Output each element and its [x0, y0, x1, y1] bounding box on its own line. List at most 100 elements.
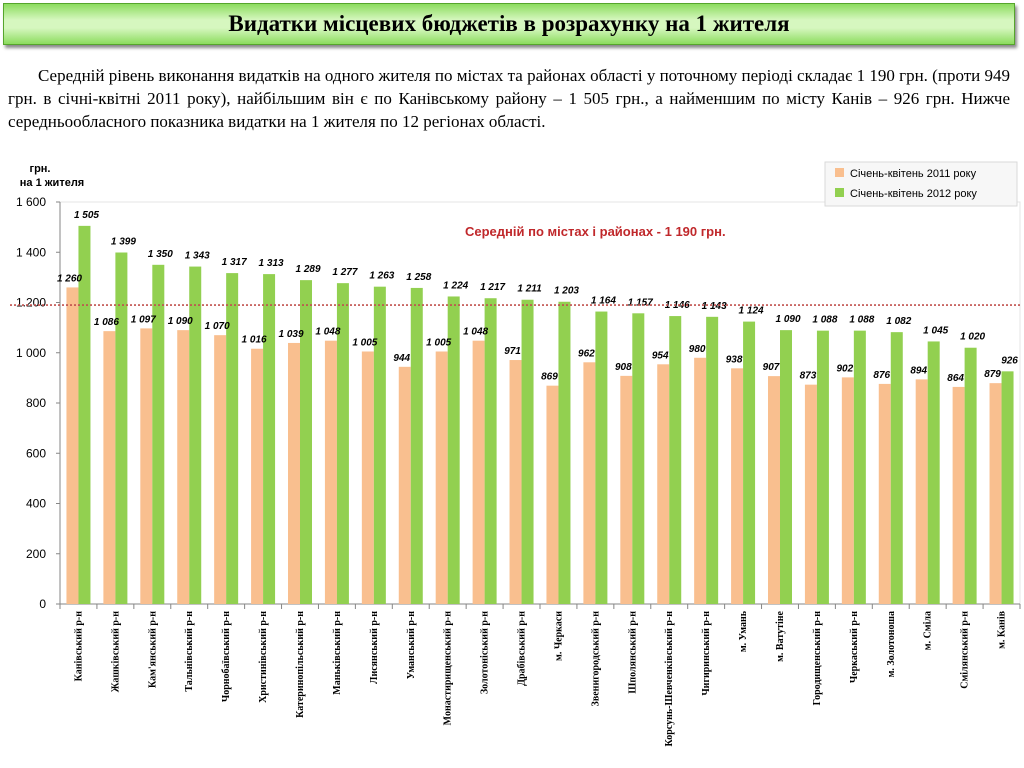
- plot-area: [59, 201, 1021, 605]
- category-label: Корсунь-Шевченківський р-н: [664, 611, 675, 747]
- bar-label-2011: 1 048: [463, 327, 488, 338]
- bar-2011: [177, 330, 190, 604]
- bar-2011: [214, 335, 227, 604]
- bar-2011: [731, 368, 744, 604]
- legend-label: Січень-квітень 2011 року: [850, 168, 977, 180]
- bar-2012: [780, 330, 792, 604]
- bar-label-2012: 1 217: [480, 282, 505, 293]
- bar-2011: [915, 379, 928, 604]
- bar-label-2012: 1 313: [259, 258, 284, 269]
- legend-swatch: [835, 188, 844, 197]
- bar-label-2011: 1 048: [315, 327, 340, 338]
- bar-2011: [251, 348, 264, 604]
- y-tick-label: 400: [26, 497, 46, 511]
- bar-label-2011: 980: [689, 344, 706, 355]
- bar-label-2011: 869: [541, 372, 558, 383]
- bar-2011: [66, 287, 79, 604]
- bar-2011: [989, 383, 1002, 604]
- y-tick-label: 1 600: [16, 195, 46, 209]
- y-axis-label-per-resident: на 1 жителя: [20, 177, 84, 189]
- bar-label-2012: 1 289: [295, 264, 320, 275]
- category-label: Драбівський р-н: [517, 611, 528, 686]
- bar-2011: [841, 377, 854, 604]
- bar-label-2012: 1 258: [406, 272, 431, 283]
- legend-label: Січень-квітень 2012 року: [850, 188, 977, 200]
- title-banner: Видатки місцевих бюджетів в розрахунку н…: [3, 3, 1015, 45]
- category-label: Катеринопільський р-н: [295, 611, 306, 718]
- category-label: Звенигородський р-н: [590, 611, 601, 707]
- bar-2011: [509, 360, 522, 604]
- category-label: Золотоніський р-н: [480, 611, 491, 694]
- legend: Січень-квітень 2011 року Січень-квітень 2…: [824, 161, 1018, 207]
- category-label: м. Золотоноша: [886, 611, 897, 677]
- category-label: Кам'янський р-н: [147, 611, 158, 688]
- bar-2011: [140, 328, 153, 604]
- category-label: м. Канів: [997, 610, 1008, 648]
- bar-2011: [546, 385, 559, 604]
- bar-label-2012: 1 350: [148, 249, 173, 260]
- bar-value-labels: 1 260 1 505 1 086 1 399 1 097 1 350 1 090 1 343…: [57, 210, 1018, 384]
- bar-2012: [632, 313, 645, 604]
- y-tick-label: 800: [26, 396, 46, 410]
- average-line-label: Середній по містах і районах - 1 190 грн…: [465, 224, 726, 239]
- y-tick-label: 0: [39, 597, 46, 611]
- bar-2012: [1001, 371, 1014, 604]
- bar-2011: [398, 366, 411, 604]
- y-tick-label: 600: [26, 446, 46, 460]
- bar-label-2012: 1 020: [960, 332, 985, 343]
- bar-2012: [226, 273, 239, 604]
- bar-2012: [595, 311, 608, 604]
- bar-label-2012: 1 088: [849, 315, 874, 326]
- bar-label-2012: 1 211: [517, 284, 542, 295]
- bar-2012: [558, 301, 571, 604]
- bar-label-2011: 907: [763, 362, 780, 373]
- bar-label-2012: 1 157: [628, 297, 653, 308]
- bar-label-2011: 908: [615, 362, 632, 373]
- bar-label-2011: 1 005: [352, 337, 377, 348]
- bar-2012: [890, 332, 903, 604]
- bar-2012: [706, 316, 719, 604]
- legend-swatch: [835, 168, 844, 177]
- bar-label-2011: 902: [837, 363, 854, 374]
- bar-label-2011: 944: [393, 353, 410, 364]
- y-tick-label: 200: [26, 547, 46, 561]
- bar-label-2011: 864: [947, 373, 964, 384]
- category-label: Лисянський р-н: [369, 611, 380, 684]
- category-label: м. Черкаси: [553, 611, 564, 661]
- description-paragraph: Середній рівень виконання видатків на од…: [8, 66, 1010, 131]
- bar-label-2011: 1 016: [242, 335, 267, 346]
- bar-label-2012: 1 317: [222, 257, 247, 268]
- bar-label-2012: 926: [1001, 355, 1018, 366]
- bar-2012: [152, 264, 165, 604]
- bar-2012: [78, 225, 91, 604]
- bar-label-2012: 1 143: [702, 301, 727, 312]
- bar-2011: [361, 351, 374, 604]
- category-label: Уманський р-н: [406, 611, 417, 679]
- bar-label-2012: 1 277: [332, 267, 357, 278]
- bar-label-2011: 962: [578, 348, 595, 359]
- bar-label-2011: 1 005: [426, 337, 451, 348]
- bar-2011: [620, 375, 633, 604]
- bar-label-2012: 1 263: [369, 271, 394, 282]
- bar-2011: [435, 351, 448, 604]
- bar-2011: [952, 386, 965, 604]
- bar-label-2012: 1 505: [74, 210, 99, 221]
- bar-2012: [410, 287, 423, 604]
- bar-2011: [657, 364, 670, 604]
- category-label: Городищенський р-н: [812, 611, 823, 706]
- category-label: Жашківський р-н: [110, 611, 121, 693]
- bar-2011: [878, 383, 891, 604]
- average-line-group: Середній по містах і районах - 1 190 грн…: [10, 224, 1020, 306]
- bar-2011: [324, 340, 337, 604]
- category-label: Тальнівський р-н: [184, 611, 195, 692]
- y-tick-label: 1 000: [16, 346, 46, 360]
- category-label: Маньківський р-н: [332, 611, 343, 695]
- bar-label-2011: 894: [910, 365, 927, 376]
- bar-2012: [115, 252, 128, 604]
- bar-label-2011: 879: [984, 369, 1001, 380]
- bar-2012: [927, 341, 940, 604]
- bar-label-2012: 1 045: [923, 325, 948, 336]
- bar-2011: [583, 362, 596, 604]
- legend-box: [824, 161, 1018, 207]
- category-label: Чигиринський р-н: [701, 611, 712, 696]
